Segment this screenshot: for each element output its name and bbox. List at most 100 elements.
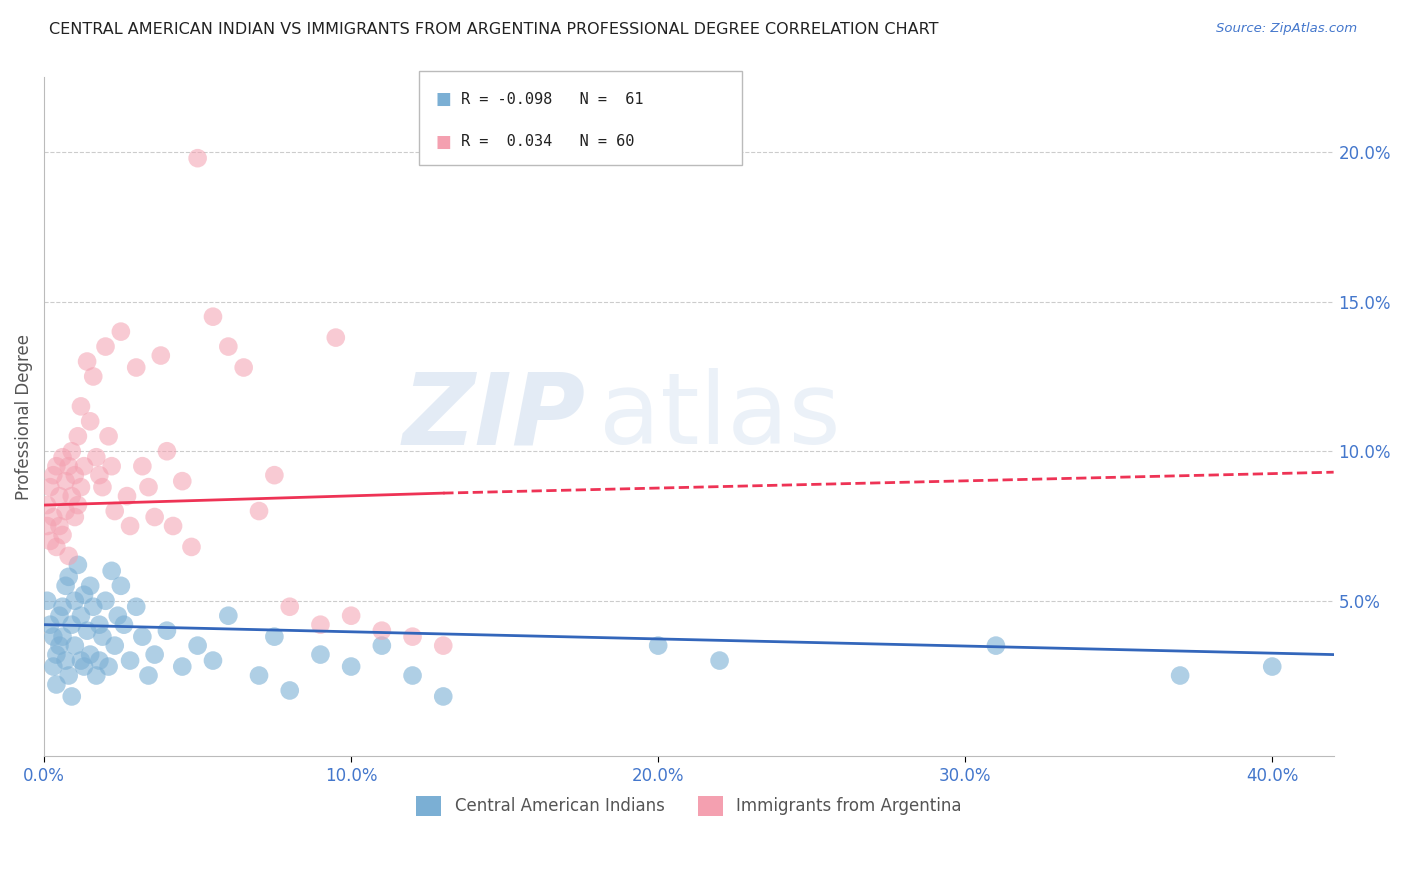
Point (51, 599, 73, 614)
Point (125, 360, 148, 375)
Point (187, 639, 209, 653)
Text: CENTRAL AMERICAN INDIAN VS IMMIGRANTS FROM ARGENTINA PROFESSIONAL DEGREE CORRELA: CENTRAL AMERICAN INDIAN VS IMMIGRANTS FR… (49, 22, 939, 37)
Point (51, 630, 73, 644)
Point (55, 654, 77, 668)
Point (48, 489, 70, 503)
Point (39, 480, 62, 494)
Point (94, 593, 117, 607)
Point (309, 648, 332, 662)
Point (432, 639, 454, 653)
Point (89, 468, 111, 483)
Point (110, 579, 132, 593)
Point (70, 400, 93, 414)
Point (217, 340, 239, 354)
Text: R = -0.098   N =  61: R = -0.098 N = 61 (461, 92, 644, 107)
Point (58, 459, 80, 474)
Point (325, 330, 347, 344)
Point (104, 504, 127, 518)
Point (162, 519, 184, 533)
Point (79, 579, 101, 593)
Point (66, 558, 89, 572)
Point (89, 617, 111, 632)
Point (51, 450, 73, 465)
Point (45, 540, 67, 554)
Point (76, 624, 98, 638)
Point (55, 474, 77, 488)
Point (89, 654, 111, 668)
Point (100, 459, 122, 474)
Point (401, 630, 423, 644)
Point (91, 480, 114, 494)
Point (97, 659, 120, 673)
Point (42, 468, 65, 483)
Point (66, 429, 89, 443)
Point (1168, 668, 1191, 682)
Point (60, 617, 83, 632)
Point (45, 648, 67, 662)
Point (79, 648, 101, 662)
Point (48, 608, 70, 623)
Point (172, 474, 194, 488)
Point (73, 659, 96, 673)
Point (73, 459, 96, 474)
Text: ZIP: ZIP (402, 368, 586, 466)
Point (60, 444, 83, 458)
Point (180, 540, 202, 554)
Point (70, 480, 93, 494)
Point (709, 654, 731, 668)
Point (984, 639, 1007, 653)
Point (143, 648, 166, 662)
Point (263, 468, 285, 483)
Y-axis label: Professional Degree: Professional Degree (15, 334, 32, 500)
Point (66, 498, 89, 512)
Point (51, 528, 73, 542)
Point (309, 617, 332, 632)
Text: ■: ■ (436, 133, 451, 151)
Point (232, 360, 254, 375)
Point (60, 690, 83, 704)
Text: ■: ■ (436, 90, 451, 109)
Point (120, 654, 142, 668)
Point (84, 450, 107, 465)
Point (45, 677, 67, 691)
Point (63, 510, 86, 524)
Point (37, 519, 59, 533)
Point (115, 489, 138, 503)
Point (79, 414, 101, 428)
Point (55, 579, 77, 593)
Point (58, 668, 80, 682)
Legend: Central American Indians, Immigrants from Argentina: Central American Indians, Immigrants fro… (409, 789, 969, 822)
Point (1261, 659, 1284, 673)
Text: R =  0.034   N = 60: R = 0.034 N = 60 (461, 134, 634, 149)
Point (112, 617, 135, 632)
Point (278, 599, 301, 614)
Point (63, 639, 86, 653)
Point (143, 510, 166, 524)
Point (42, 630, 65, 644)
Point (263, 630, 285, 644)
Point (120, 519, 142, 533)
Point (58, 549, 80, 563)
Point (201, 654, 224, 668)
Point (138, 480, 160, 494)
Point (42, 510, 65, 524)
Point (172, 659, 194, 673)
Point (58, 570, 80, 584)
Point (401, 668, 423, 682)
Point (48, 639, 70, 653)
Point (187, 151, 209, 165)
Point (340, 659, 363, 673)
Point (55, 504, 77, 518)
Point (104, 639, 127, 653)
Text: atlas: atlas (599, 368, 841, 466)
Point (371, 624, 394, 638)
Point (45, 459, 67, 474)
Point (63, 593, 86, 607)
Point (63, 468, 86, 483)
Point (247, 668, 270, 682)
Point (432, 690, 454, 704)
Point (84, 668, 107, 682)
Point (100, 564, 122, 578)
Point (201, 310, 224, 324)
Point (340, 608, 363, 623)
